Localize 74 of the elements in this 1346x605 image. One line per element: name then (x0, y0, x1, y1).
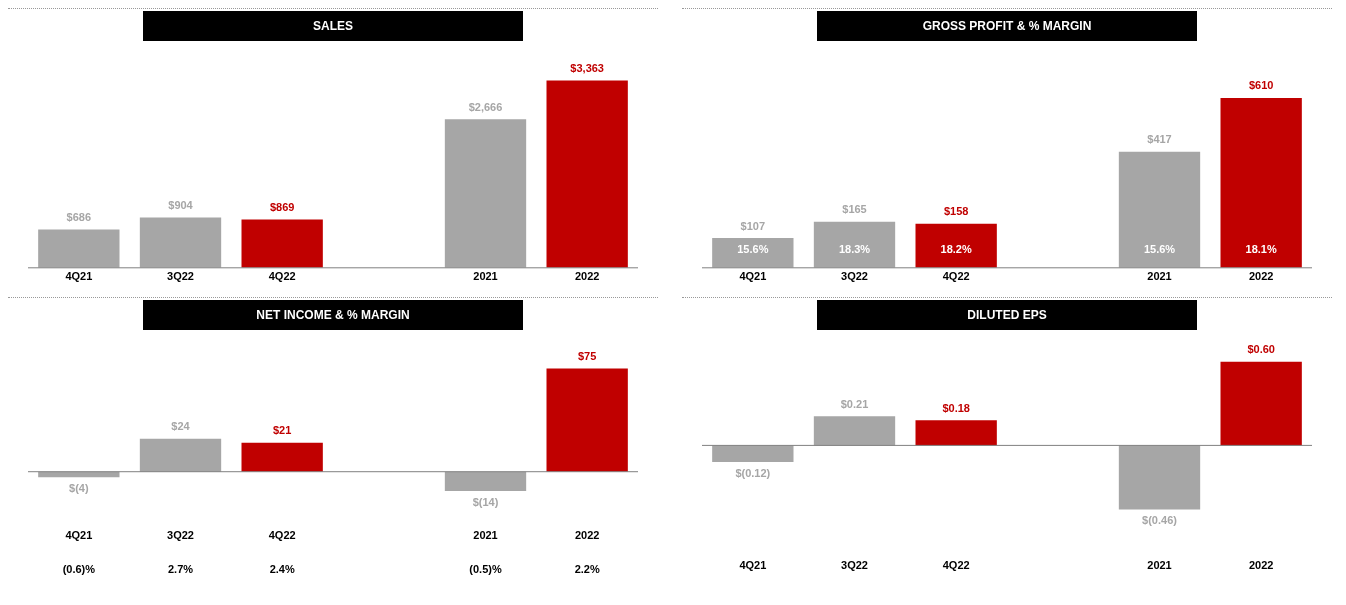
chart-title: GROSS PROFIT & % MARGIN (817, 11, 1197, 41)
bar (813, 416, 896, 446)
x-tick-label: 3Q22 (167, 529, 194, 542)
data-label: $(14) (472, 495, 499, 508)
bar (915, 223, 997, 268)
bar (139, 438, 222, 472)
bar (38, 471, 120, 478)
data-label: $107 (740, 219, 766, 232)
x-tick-label: 2021 (473, 270, 498, 283)
annotation: 15.6% (737, 242, 769, 255)
annotation: 18.2% (940, 242, 972, 255)
bar (915, 420, 997, 446)
bar (444, 119, 527, 268)
data-label: $610 (1248, 79, 1274, 92)
data-label: $(0.12) (735, 466, 771, 479)
x-tick-label: 3Q22 (841, 559, 868, 572)
x-tick-label: 4Q21 (65, 270, 93, 283)
bar (1220, 361, 1302, 446)
x-tick-label: 2021 (473, 529, 498, 542)
data-label: $904 (168, 198, 194, 211)
bar (1220, 97, 1302, 268)
bar (712, 445, 794, 463)
bar (712, 238, 794, 268)
data-label: $869 (269, 200, 295, 213)
x-tick-label: 4Q21 (65, 529, 93, 542)
data-label: $0.60 (1247, 343, 1275, 356)
data-label: $0.18 (942, 401, 970, 414)
x-tick-label: 2022 (574, 529, 600, 542)
chart-title: SALES (143, 11, 523, 41)
text: 2.2% (574, 563, 600, 576)
x-tick-label: 3Q22 (841, 270, 868, 283)
data-label: $158 (943, 205, 969, 218)
x-tick-label: 4Q21 (739, 559, 767, 572)
chart-title: DILUTED EPS (817, 300, 1197, 330)
data-label: $2,666 (468, 100, 503, 113)
data-label: $3,363 (570, 62, 604, 75)
annotation: 15.6% (1143, 242, 1176, 255)
bar (139, 217, 222, 268)
data-label: $75 (577, 349, 597, 362)
x-tick-label: 2021 (1147, 270, 1172, 283)
bar (546, 368, 628, 472)
bar (241, 219, 323, 268)
text: (0.6)% (62, 563, 96, 576)
bar (444, 471, 527, 491)
bar (38, 229, 120, 268)
data-label: $0.21 (840, 397, 869, 410)
data-label: $(0.46) (1142, 513, 1178, 526)
x-tick-label: 4Q22 (942, 559, 970, 572)
x-tick-label: 4Q22 (268, 270, 296, 283)
x-tick-label: 2022 (574, 270, 600, 283)
x-tick-label: 2022 (1248, 270, 1274, 283)
annotation: 18.3% (838, 242, 871, 255)
data-label: $21 (272, 424, 292, 437)
x-tick-label: 2022 (1248, 559, 1274, 572)
x-tick-label: 2021 (1147, 559, 1172, 572)
text: 2.7% (167, 563, 194, 576)
x-tick-label: 4Q21 (739, 270, 767, 283)
x-tick-label: 3Q22 (167, 270, 194, 283)
chart-title: NET INCOME & % MARGIN (143, 300, 523, 330)
data-label: $686 (66, 211, 92, 224)
data-label: $165 (842, 203, 867, 216)
data-label: $24 (171, 420, 191, 433)
bar (241, 442, 323, 472)
bar (1118, 151, 1201, 268)
data-label: $(4) (69, 481, 89, 494)
x-tick-label: 4Q22 (268, 529, 296, 542)
bar (1118, 445, 1201, 510)
text: 2.4% (269, 563, 295, 576)
x-tick-label: 4Q22 (942, 270, 970, 283)
bar (546, 80, 628, 268)
annotation: 18.1% (1245, 242, 1277, 255)
data-label: $417 (1147, 133, 1172, 146)
text: (0.5)% (469, 563, 502, 576)
bar (813, 221, 896, 268)
